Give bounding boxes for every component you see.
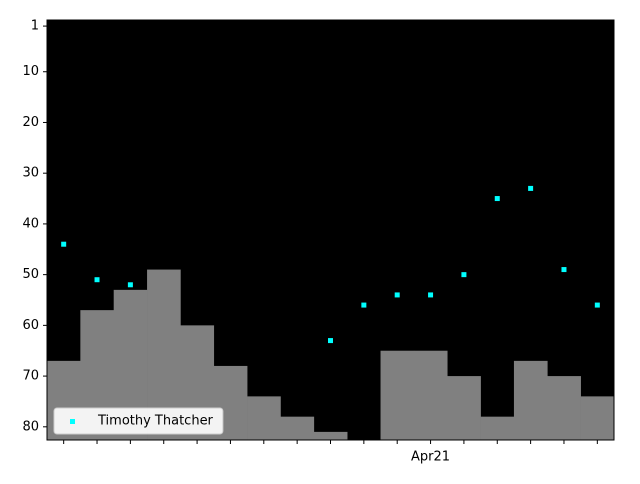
- x-tick-label: Apr21: [411, 450, 450, 465]
- rank-point: [494, 196, 500, 202]
- rank-point: [361, 302, 367, 308]
- y-tick-label: 80: [22, 419, 39, 434]
- rank-bar: [547, 376, 581, 440]
- y-tick-label: 50: [22, 267, 39, 282]
- rank-bar: [580, 396, 615, 440]
- legend-label: Timothy Thatcher: [97, 414, 214, 429]
- rank-point: [94, 277, 100, 283]
- rank-bar: [247, 396, 281, 440]
- rank-bar: [513, 360, 548, 440]
- y-tick-label: 20: [22, 115, 39, 130]
- rank-bar: [480, 416, 515, 440]
- y-tick-label: 1: [31, 19, 39, 34]
- y-tick-label: 70: [22, 369, 39, 384]
- rank-point: [561, 267, 567, 273]
- rank-point: [461, 272, 467, 278]
- rank-point: [528, 185, 534, 191]
- legend-marker: [70, 419, 75, 424]
- rank-point: [428, 292, 434, 298]
- rank-bar: [413, 350, 448, 440]
- rank-bar: [280, 416, 315, 440]
- rank-point: [394, 292, 400, 298]
- rank-point: [328, 338, 333, 344]
- legend-box: [53, 407, 224, 435]
- rank-point: [127, 282, 133, 288]
- rank-point: [594, 302, 600, 308]
- rank-bar: [447, 376, 481, 440]
- y-tick-label: 40: [22, 216, 39, 231]
- rank-bar: [380, 350, 415, 440]
- y-tick-label: 10: [22, 64, 39, 79]
- y-tick-label: 60: [22, 318, 39, 333]
- legend: Timothy Thatcher: [53, 407, 224, 435]
- y-tick-label: 30: [22, 166, 39, 181]
- rank-bar: [313, 431, 348, 440]
- rank-point: [61, 241, 67, 247]
